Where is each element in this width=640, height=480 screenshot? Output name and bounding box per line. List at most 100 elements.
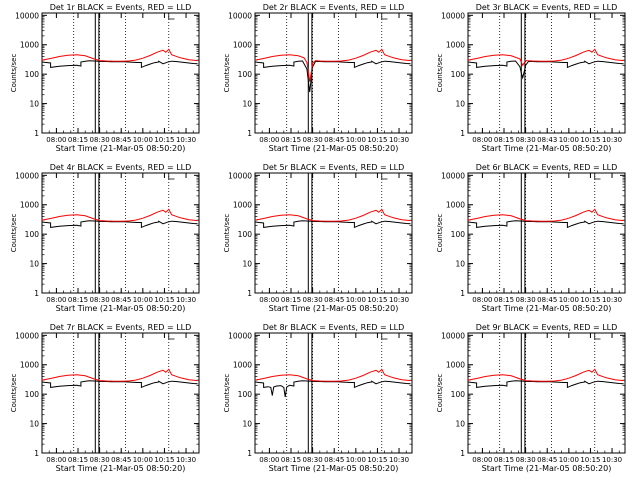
x-tick-label: 08:15 [281, 296, 301, 304]
y-tick-label: 100 [25, 70, 40, 79]
x-tick-label: 10:15 [154, 456, 174, 464]
x-axis-label: Start Time (21-Mar-05 08:50:20) [269, 304, 399, 313]
y-tick-label: 10 [242, 260, 252, 269]
y-axis-label: Counts/sec [223, 54, 231, 93]
series-line-lld [467, 208, 624, 222]
y-tick-label: 100 [238, 230, 253, 239]
panel-2: Det 2r BLACK = Events, RED = LLD 1 10 100 10… [223, 3, 413, 153]
x-tick-label: 10:00 [559, 296, 579, 304]
bracket-marker [381, 173, 388, 180]
plot-frame [254, 172, 413, 294]
panel-8: Det 8r BLACK = Events, RED = LLD 1 10 100 10… [223, 323, 413, 473]
x-tick-label: 08:00 [472, 456, 492, 464]
x-tick-label: 08:15 [494, 456, 514, 464]
y-tick-label: 1 [460, 289, 465, 298]
x-tick-label: 08:30 [516, 296, 536, 304]
x-tick-label: 08:00 [472, 136, 492, 144]
x-tick-label: 08:15 [494, 136, 514, 144]
x-tick-label: 08:15 [68, 296, 88, 304]
x-tick-label: 08:30 [90, 456, 110, 464]
y-tick-label: 100 [451, 70, 466, 79]
series-line-events [254, 380, 411, 398]
y-tick-label: 10 [29, 420, 39, 429]
panel-title: Det 8r BLACK = Events, RED = LLD [263, 323, 405, 332]
plot-frame [467, 12, 626, 134]
series-line-lld [467, 48, 624, 67]
x-axis-label: Start Time (21-Mar-05 08:50:20) [482, 304, 612, 313]
x-tick-label: 08:00 [259, 136, 279, 144]
y-tick-label: 10000 [15, 171, 39, 180]
x-axis-label: Start Time (21-Mar-05 08:50:20) [482, 464, 612, 473]
panel-9: Det 9r BLACK = Events, RED = LLD 1 10 100 10… [436, 323, 626, 473]
x-tick-label: 10:30 [176, 456, 196, 464]
x-tick-label: 10:15 [367, 456, 387, 464]
y-tick-label: 10 [242, 100, 252, 109]
y-tick-label: 1000 [233, 41, 252, 50]
y-tick-label: 10 [455, 420, 465, 429]
x-tick-label: 10:15 [367, 136, 387, 144]
x-tick-label: 10:00 [346, 456, 366, 464]
y-tick-label: 10000 [228, 171, 252, 180]
y-tick-label: 10000 [441, 11, 465, 20]
x-tick-label: 08:45 [324, 136, 344, 144]
series-line-lld [467, 368, 624, 382]
x-tick-label: 10:30 [389, 296, 409, 304]
plot-frame [254, 332, 413, 454]
x-tick-label: 08:00 [472, 296, 492, 304]
plot-frame [41, 172, 200, 294]
y-tick-label: 10 [455, 260, 465, 269]
x-tick-label: 10:30 [176, 136, 196, 144]
y-tick-label: 10000 [441, 331, 465, 340]
x-axis-label: Start Time (21-Mar-05 08:50:20) [56, 144, 186, 153]
y-tick-label: 100 [238, 70, 253, 79]
y-tick-label: 10000 [15, 331, 39, 340]
x-axis-label: Start Time (21-Mar-05 08:50:20) [56, 304, 186, 313]
y-axis-label: Counts/sec [436, 374, 444, 413]
interval-box [307, 172, 313, 294]
x-tick-label: 10:15 [580, 296, 600, 304]
interval-box [307, 332, 313, 454]
y-tick-label: 10 [29, 260, 39, 269]
x-tick-label: 08:45 [324, 456, 344, 464]
bracket-marker [168, 333, 175, 340]
x-axis-label: Start Time (21-Mar-05 08:50:20) [56, 464, 186, 473]
bracket-marker [594, 13, 601, 20]
y-tick-label: 1000 [20, 361, 39, 370]
x-tick-label: 10:00 [346, 296, 366, 304]
x-tick-label: 10:30 [602, 136, 622, 144]
x-tick-label: 10:15 [154, 136, 174, 144]
series-line-lld [254, 368, 411, 382]
series-line-events [467, 380, 624, 389]
x-tick-label: 10:30 [389, 136, 409, 144]
y-tick-label: 1 [247, 449, 252, 458]
series-line-events [254, 220, 411, 229]
panel-title: Det 3r BLACK = Events, RED = LLD [476, 3, 618, 12]
x-tick-label: 08:45 [111, 136, 131, 144]
x-tick-label: 08:45 [324, 296, 344, 304]
x-tick-label: 10:30 [389, 456, 409, 464]
x-tick-label: 10:00 [133, 456, 153, 464]
y-tick-label: 1 [34, 449, 39, 458]
plot-frame [467, 172, 626, 294]
panel-7: Det 7r BLACK = Events, RED = LLD 1 10 100 10… [10, 323, 200, 473]
series-line-events [41, 60, 198, 69]
series-line-lld [254, 48, 411, 82]
y-axis-label: Counts/sec [10, 374, 18, 413]
y-tick-label: 1 [460, 129, 465, 138]
y-tick-label: 1000 [446, 41, 465, 50]
x-tick-label: 10:00 [346, 136, 366, 144]
y-tick-label: 10 [242, 420, 252, 429]
bracket-marker [381, 13, 388, 20]
x-tick-label: 08:45 [111, 456, 131, 464]
bracket-marker [594, 333, 601, 340]
bracket-marker [168, 13, 175, 20]
x-tick-label: 10:15 [154, 296, 174, 304]
x-tick-label: 08:45 [111, 296, 131, 304]
panel-title: Det 2r BLACK = Events, RED = LLD [263, 3, 405, 12]
y-tick-label: 100 [25, 230, 40, 239]
y-axis-label: Counts/sec [10, 214, 18, 253]
y-axis-label: Counts/sec [223, 374, 231, 413]
y-tick-label: 1 [460, 449, 465, 458]
y-tick-label: 1 [247, 129, 252, 138]
